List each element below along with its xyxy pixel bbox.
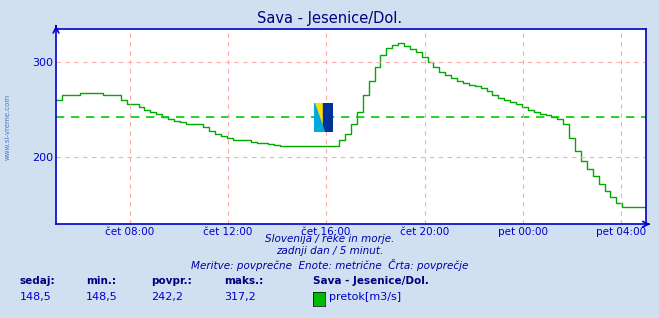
Polygon shape [323,103,333,132]
Text: 148,5: 148,5 [86,292,117,302]
Text: 317,2: 317,2 [224,292,256,302]
Text: Sava - Jesenice/Dol.: Sava - Jesenice/Dol. [313,276,429,287]
Text: Meritve: povprečne  Enote: metrične  Črta: povprečje: Meritve: povprečne Enote: metrične Črta:… [191,259,468,271]
Text: min.:: min.: [86,276,116,287]
Text: maks.:: maks.: [224,276,264,287]
Text: pretok[m3/s]: pretok[m3/s] [330,292,401,302]
Text: 242,2: 242,2 [152,292,184,302]
Text: 148,5: 148,5 [20,292,51,302]
Text: www.si-vreme.com: www.si-vreme.com [5,94,11,160]
Text: zadnji dan / 5 minut.: zadnji dan / 5 minut. [276,246,383,256]
Text: sedaj:: sedaj: [20,276,55,287]
Text: Sava - Jesenice/Dol.: Sava - Jesenice/Dol. [257,11,402,26]
Text: Slovenija / reke in morje.: Slovenija / reke in morje. [265,234,394,244]
Text: povpr.:: povpr.: [152,276,192,287]
Polygon shape [314,103,324,132]
